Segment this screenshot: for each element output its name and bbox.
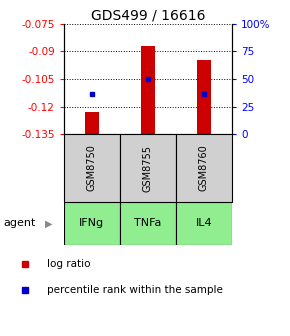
Bar (197, 60, 211, 134)
Text: GSM8755: GSM8755 (143, 144, 153, 192)
Text: IL4: IL4 (196, 218, 212, 228)
Bar (85, 112, 99, 134)
Bar (176, 202, 232, 245)
Text: agent: agent (3, 218, 35, 228)
Bar (64, 134, 120, 202)
Text: GSM8760: GSM8760 (199, 144, 209, 192)
Text: percentile rank within the sample: percentile rank within the sample (46, 285, 222, 295)
Bar (64, 202, 120, 245)
Text: ▶: ▶ (45, 218, 52, 228)
Title: GDS499 / 16616: GDS499 / 16616 (91, 8, 205, 23)
Bar (120, 202, 176, 245)
Bar (176, 134, 232, 202)
Bar (120, 134, 176, 202)
Bar (141, 46, 155, 134)
Text: log ratio: log ratio (46, 259, 90, 269)
Text: IFNg: IFNg (79, 218, 104, 228)
Text: GSM8750: GSM8750 (87, 144, 97, 192)
Text: TNFa: TNFa (134, 218, 162, 228)
